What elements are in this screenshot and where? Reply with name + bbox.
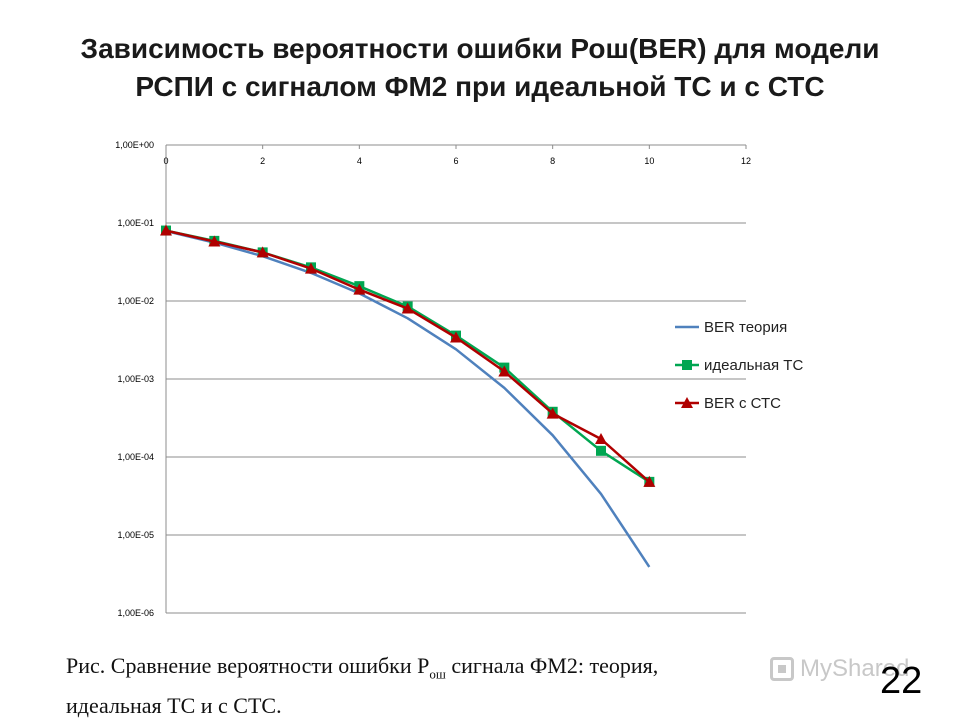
y-tick-label: 1,00E-03 <box>117 374 154 384</box>
x-tick-label: 6 <box>453 156 458 166</box>
data-point-triangle <box>643 475 656 487</box>
slide-title: Зависимость вероятности ошибки Рош(BER) … <box>0 30 960 106</box>
slide-title-line-2: РСПИ с сигналом ФМ2 при идеальной ТС и с… <box>135 71 825 102</box>
watermark: MyShared <box>770 655 909 683</box>
slide-title-line-1: Зависимость вероятности ошибки Рош(BER) … <box>80 33 880 64</box>
series-line-stc <box>165 229 651 483</box>
data-point-triangle <box>160 224 172 236</box>
series-line-ideal <box>165 229 650 483</box>
page-number: 22 <box>880 660 923 702</box>
ber-chart: 1,00E+00 1,00E-01 1,00E-02 1,00E-03 1,00E-04… <box>115 140 803 618</box>
watermark-text: MyShared <box>800 655 910 682</box>
y-tick-label: 1,00E-05 <box>117 530 154 540</box>
data-point-triangle <box>353 283 366 295</box>
x-tick-label: 8 <box>550 156 555 166</box>
caption-part-1: Рис. Сравнение вероятности ошибки Р <box>66 653 430 678</box>
data-point-square <box>596 445 606 456</box>
data-point-triangle <box>595 433 607 445</box>
data-point-triangle <box>546 407 559 419</box>
y-tick-label: 1,00E-01 <box>117 218 154 228</box>
caption-part-2: сигнала ФМ2: теория, <box>445 653 659 678</box>
x-tick-label: 12 <box>741 156 751 166</box>
y-tick-label: 1,00E-06 <box>117 608 154 618</box>
data-point-triangle <box>401 302 414 314</box>
legend-label: идеальная ТС <box>704 357 803 374</box>
legend-marker-triangle <box>681 397 693 408</box>
x-tick-label: 0 <box>163 156 168 166</box>
data-point-triangle <box>450 331 462 343</box>
y-tick-label: 1,00E-04 <box>117 452 154 462</box>
caption-subscript: ош <box>429 666 446 682</box>
data-point-triangle <box>256 246 269 258</box>
data-point-triangle <box>305 262 317 274</box>
legend-label: BER с СТС <box>704 395 781 412</box>
figure-caption: Рис. Сравнение вероятности ошибки Рош си… <box>66 650 806 722</box>
series-line-theory <box>165 229 651 568</box>
x-tick-label: 4 <box>357 156 362 166</box>
caption-line-2: идеальная ТС и с СТС. <box>66 693 282 719</box>
y-tick-label: 1,00E-02 <box>117 296 154 306</box>
x-tick-label: 10 <box>644 156 654 166</box>
legend-marker-square <box>682 360 692 370</box>
watermark-logo-icon <box>770 657 794 681</box>
legend-label: BER теория <box>704 319 787 336</box>
y-tick-label: 1,00E+00 <box>115 140 154 150</box>
data-point-triangle <box>498 365 511 377</box>
x-tick-label: 2 <box>260 156 265 166</box>
data-point-triangle <box>208 235 221 247</box>
